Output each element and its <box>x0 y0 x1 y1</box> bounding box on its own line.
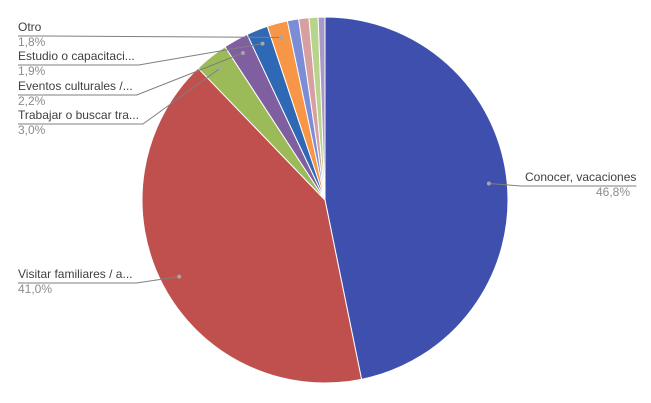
slice-value-label: 1,8% <box>18 35 46 49</box>
leader-dot <box>240 50 245 55</box>
slice-label: Visitar familiares / a... <box>18 267 132 281</box>
leader-dot <box>279 35 284 40</box>
leader-line <box>488 182 637 187</box>
leader-dot <box>218 66 223 71</box>
slice-value-label: 1,9% <box>18 64 46 78</box>
slice-label: Conocer, vacaciones <box>525 170 636 184</box>
pie-slice <box>324 16 509 380</box>
leader-line <box>18 43 263 66</box>
leader-dot <box>486 181 491 186</box>
leader-line <box>18 52 244 96</box>
leader-dot <box>177 274 182 279</box>
slice-label: Estudio o capacitaci... <box>18 49 135 63</box>
pie-slice <box>317 16 326 201</box>
slice-value-label: 3,0% <box>18 123 46 137</box>
slice-label: Trabajar o buscar tra... <box>18 108 139 122</box>
leader-line <box>18 276 180 284</box>
slice-value-label: 46,8% <box>596 185 630 199</box>
slice-value-label: 41,0% <box>18 282 52 296</box>
slice-label: Eventos culturales /... <box>18 79 133 93</box>
leader-dot <box>260 41 265 46</box>
slice-label: Otro <box>18 20 42 34</box>
leader-line <box>18 35 282 38</box>
pie-slice <box>141 67 363 384</box>
leader-line <box>18 67 221 125</box>
slice-value-label: 2,2% <box>18 94 46 108</box>
